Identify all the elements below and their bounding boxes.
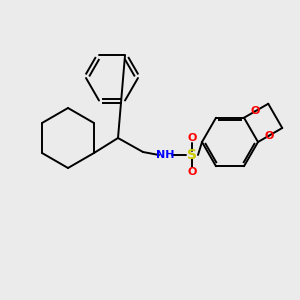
- Text: S: S: [187, 148, 197, 162]
- Text: O: O: [250, 106, 260, 116]
- Text: O: O: [264, 131, 274, 141]
- Text: O: O: [187, 167, 197, 177]
- Text: NH: NH: [156, 150, 174, 160]
- Text: O: O: [187, 133, 197, 143]
